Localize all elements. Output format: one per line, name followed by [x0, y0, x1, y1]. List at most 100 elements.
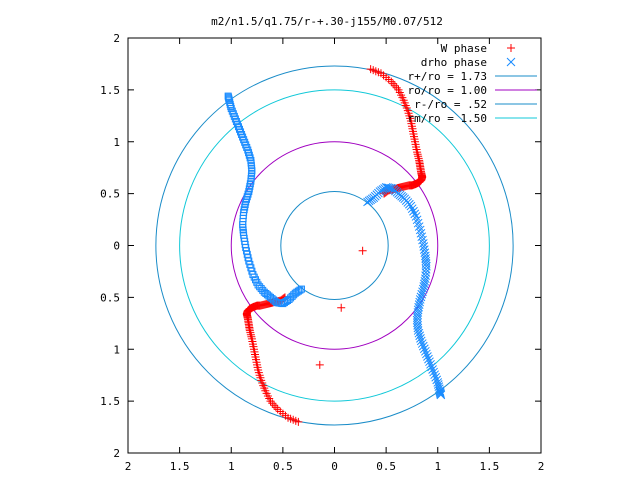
- point-series-0: [337, 303, 346, 312]
- point-series-1: [410, 209, 420, 219]
- point-series-0: [315, 360, 324, 369]
- y-tick-label: 0.5: [100, 188, 120, 201]
- point-series-1: [436, 390, 446, 400]
- point-series-1: [419, 344, 429, 354]
- point-series-1: [416, 228, 426, 238]
- point-series-0: [390, 81, 399, 90]
- point-series-1: [432, 375, 442, 385]
- point-series-1: [416, 336, 426, 346]
- legend: W phase drho phase r+/ro = 1.73 ro/ro = …: [408, 42, 537, 125]
- point-series-1: [431, 372, 441, 382]
- point-series-0: [247, 334, 256, 343]
- data-points: [224, 65, 446, 426]
- legend-label-r-plus: r+/ro = 1.73: [408, 70, 487, 83]
- point-series-1: [424, 354, 433, 364]
- point-series-1: [419, 279, 429, 289]
- x-tick-label: 1: [228, 460, 235, 473]
- point-series-1: [426, 359, 435, 369]
- point-series-0: [246, 330, 255, 339]
- point-series-0: [413, 148, 422, 157]
- point-series-1: [430, 370, 440, 380]
- point-series-1: [406, 201, 416, 211]
- y-tick-label: 1.5: [100, 395, 120, 408]
- x-tick-label: 0.5: [273, 460, 293, 473]
- point-series-1: [427, 362, 436, 372]
- point-series-1: [412, 215, 422, 225]
- point-series-0: [270, 401, 279, 410]
- point-series-0: [358, 246, 367, 255]
- point-series-1: [422, 349, 431, 359]
- y-tick-label: 2: [113, 447, 120, 460]
- point-series-2: [224, 92, 232, 100]
- chart-title: m2/n1.5/q1.75/r-+.30-j155/M0.07/512: [211, 15, 443, 28]
- point-series-1: [414, 222, 424, 231]
- y-tick-label: 1.5: [100, 84, 120, 97]
- point-series-1: [419, 282, 429, 291]
- y-tick-label: 1: [113, 343, 120, 356]
- circle-0: [155, 65, 514, 426]
- point-series-1: [413, 218, 423, 228]
- point-series-1: [416, 292, 426, 302]
- point-series-1: [418, 284, 428, 294]
- point-series-1: [436, 389, 445, 399]
- point-series-1: [417, 232, 427, 242]
- point-series-1: [435, 388, 445, 398]
- y-tick-label: 0.5: [100, 291, 120, 304]
- reference-circles: [155, 65, 514, 426]
- axis-ticks: 2 1.5 1 0.5 0 0.5 1 1.5 221.510.500.511.52: [100, 32, 544, 473]
- point-series-1: [417, 289, 427, 299]
- circle-3: [179, 89, 490, 402]
- y-tick-label: 2: [113, 32, 120, 45]
- point-series-0: [392, 83, 401, 92]
- point-series-1: [420, 276, 430, 286]
- point-series-0: [246, 328, 255, 337]
- point-series-1: [411, 212, 421, 221]
- point-series-1: [423, 352, 432, 361]
- legend-marker-w-phase: [507, 44, 515, 52]
- point-series-1: [425, 357, 434, 367]
- legend-label-r-minus: r-/ro = .52: [414, 98, 487, 111]
- point-series-1: [415, 331, 425, 341]
- circle-2: [280, 191, 389, 300]
- point-series-1: [413, 323, 423, 333]
- point-series-1: [413, 326, 423, 335]
- point-series-1: [414, 328, 424, 338]
- point-series-0: [271, 403, 280, 412]
- circle-1: [230, 141, 439, 350]
- x-tick-label: 1.5: [170, 460, 190, 473]
- x-tick-label: 0.5: [376, 460, 396, 473]
- point-series-1: [421, 346, 430, 356]
- y-tick-label: 1: [113, 136, 120, 149]
- point-series-0: [247, 332, 256, 341]
- x-tick-label: 2: [125, 460, 132, 473]
- point-series-1: [418, 287, 427, 297]
- x-tick-label: 1: [434, 460, 441, 473]
- y-tick-label: 0: [113, 240, 120, 253]
- point-series-1: [407, 204, 417, 214]
- legend-sample-w-phase: [507, 44, 515, 52]
- legend-sample-drho-phase: [506, 57, 516, 67]
- point-series-1: [409, 206, 418, 216]
- point-series-1: [429, 367, 438, 377]
- point-series-1: [418, 341, 428, 351]
- point-series-1: [435, 387, 445, 397]
- point-series-0: [389, 79, 398, 88]
- point-series-1: [428, 365, 437, 374]
- point-series-0: [273, 405, 282, 414]
- point-series-1: [414, 300, 424, 309]
- legend-marker-drho-phase: [506, 57, 516, 67]
- x-tick-label: 0: [331, 460, 338, 473]
- x-tick-label: 1.5: [479, 460, 499, 473]
- legend-label-drho-phase: drho phase: [421, 56, 487, 69]
- point-series-1: [421, 274, 430, 284]
- point-series-1: [415, 225, 425, 235]
- point-series-1: [416, 334, 425, 343]
- point-series-1: [415, 297, 425, 307]
- legend-label-w-phase: W phase: [441, 42, 487, 55]
- legend-label-ro: ro/ro = 1.00: [408, 84, 487, 97]
- point-series-1: [417, 339, 427, 348]
- point-series-1: [384, 183, 394, 193]
- point-series-0: [414, 152, 423, 161]
- point-series-1: [415, 295, 425, 304]
